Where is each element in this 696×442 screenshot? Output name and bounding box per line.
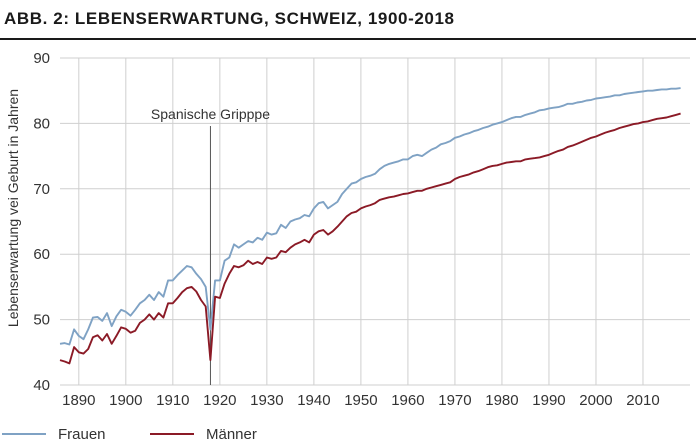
legend: Frauen Männer: [2, 426, 257, 442]
x-tick-label: 1990: [532, 392, 565, 409]
y-tick-label: 80: [33, 115, 50, 132]
y-tick-label: 40: [33, 377, 50, 394]
y-tick-labels: 40 50 60 70 80 90: [33, 50, 50, 394]
x-tick-label: 1940: [297, 392, 330, 409]
page-title: ABB. 2: LEBENSERWARTUNG, SCHWEIZ, 1900-2…: [4, 9, 455, 28]
series-line-maenner: [59, 112, 681, 365]
x-tick-label: 1950: [344, 392, 377, 409]
x-tick-label: 1930: [250, 392, 283, 409]
x-tick-label: 1890: [62, 392, 95, 409]
x-tick-label: 1920: [203, 392, 236, 409]
title-rule: [0, 38, 696, 40]
x-tick-label: 1980: [485, 392, 518, 409]
series-lines: [59, 87, 681, 365]
x-tick-label: 1900: [109, 392, 142, 409]
y-axis-label: Lebenserwartung vei Geburt in Jahren: [5, 89, 21, 327]
y-tick-label: 50: [33, 312, 50, 329]
x-tick-label: 1910: [156, 392, 189, 409]
series-line-frauen: [59, 87, 681, 346]
annotation-label: Spanische Gripppe: [151, 106, 270, 122]
y-tick-label: 60: [33, 246, 50, 263]
x-tick-label: 1960: [391, 392, 424, 409]
y-tick-label: 70: [33, 181, 50, 198]
y-tick-label: 90: [33, 50, 50, 67]
x-tick-labels: 1890 1900 1910 1920 1930 1940 1950 1960 1970 1980…: [62, 392, 660, 409]
grid: [60, 57, 690, 386]
x-tick-label: 2010: [626, 392, 659, 409]
x-tick-label: 1970: [438, 392, 471, 409]
legend-label: Frauen: [58, 426, 106, 442]
legend-label: Männer: [206, 426, 257, 442]
x-tick-label: 2000: [579, 392, 612, 409]
